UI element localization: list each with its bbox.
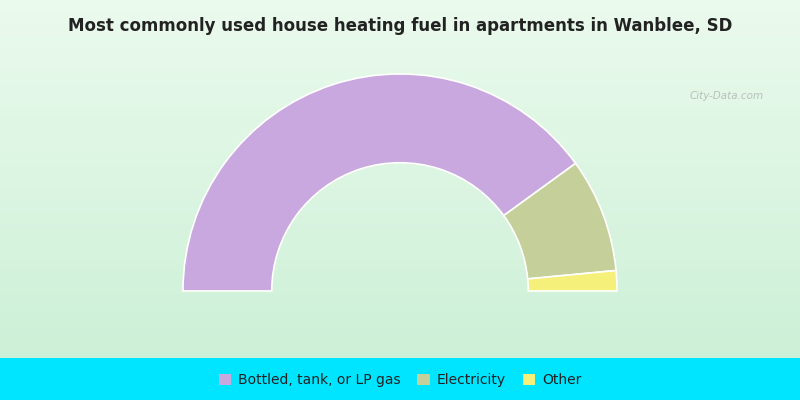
Wedge shape (504, 163, 616, 279)
Legend: Bottled, tank, or LP gas, Electricity, Other: Bottled, tank, or LP gas, Electricity, O… (216, 370, 584, 390)
Wedge shape (528, 270, 617, 291)
Wedge shape (183, 74, 575, 291)
Text: City-Data.com: City-Data.com (690, 91, 764, 101)
Text: Most commonly used house heating fuel in apartments in Wanblee, SD: Most commonly used house heating fuel in… (68, 17, 732, 35)
